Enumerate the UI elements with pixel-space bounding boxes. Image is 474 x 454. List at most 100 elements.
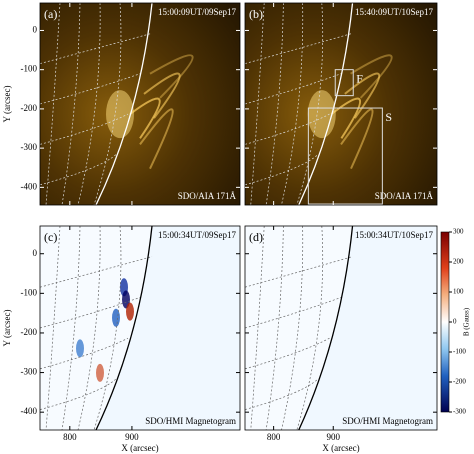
lon-grid (45, 3, 61, 205)
y-tick-label: 0 (33, 25, 38, 35)
instrument: SDO/AIA 171Å (375, 191, 434, 201)
y-tick-label: -100 (21, 287, 38, 297)
instrument: SDO/HMI Magnetogram (342, 416, 433, 426)
lat-grid (40, 378, 117, 410)
off-disk (96, 226, 240, 430)
y-tick-label: -400 (21, 181, 38, 191)
polarity (76, 339, 84, 358)
y-tick-label: -100 (21, 64, 38, 74)
panel-label: (c) (44, 230, 57, 244)
limb (95, 226, 153, 430)
panel-frame (39, 2, 241, 206)
loop (340, 108, 374, 170)
lat-grid (40, 32, 153, 64)
loop (344, 72, 381, 119)
x-tick-label: 900 (125, 432, 139, 442)
roi-box (307, 107, 383, 205)
panel (40, 226, 240, 430)
lat-grid (40, 256, 153, 288)
y-tick-label: -300 (21, 367, 38, 377)
panel-bg (245, 3, 437, 205)
y-tick-label: -200 (21, 327, 38, 337)
x-axis-label: X (arcsec) (121, 443, 158, 453)
lat-grid (40, 154, 117, 186)
x-tick-label: 800 (267, 432, 281, 442)
x-axis-label: X (arcsec) (322, 443, 359, 453)
y-axis-label: Y (arcsec) (2, 310, 12, 347)
off-limb (245, 3, 437, 205)
colorbar-tick-label: 0 (453, 318, 457, 326)
lon-grid (93, 3, 122, 205)
timestamp: 15:00:34UT/10Sep17 (355, 230, 433, 240)
panel-bg (40, 3, 240, 205)
timestamp: 15:00:09UT/09Sep17 (158, 7, 236, 17)
lat-grid (40, 297, 141, 329)
lon-grid (61, 3, 81, 205)
lat-grid (245, 32, 353, 64)
limb (298, 226, 354, 430)
roi-label: S (385, 110, 392, 124)
colorbar-tick-label: 300 (453, 228, 464, 236)
panel-frame (244, 2, 438, 206)
y-tick-label: 0 (33, 248, 38, 258)
y-tick-label: -300 (21, 142, 38, 152)
panel (40, 3, 240, 205)
timestamp: 15:00:34UT/09Sep17 (158, 230, 236, 240)
lon-grid (265, 3, 284, 205)
off-limb (40, 3, 240, 205)
lat-grid (245, 113, 330, 145)
lon-grid (45, 226, 61, 430)
polarity (126, 302, 134, 321)
lon-grid (281, 226, 304, 430)
panel-frame (39, 225, 241, 431)
instrument: SDO/AIA 171Å (178, 191, 237, 201)
polarity (112, 308, 120, 327)
polarity (96, 363, 104, 382)
limb (95, 3, 153, 205)
loop (143, 72, 181, 119)
colorbar-tick-label: 200 (453, 258, 464, 266)
lat-grid (40, 73, 141, 105)
lon-grid (281, 3, 304, 205)
colorbar-tick-label: -100 (453, 348, 466, 356)
lat-grid (245, 297, 342, 329)
active-region (106, 90, 134, 139)
lat-grid (245, 256, 353, 288)
loop (330, 97, 362, 139)
panel-label: (a) (44, 7, 57, 21)
colorbar (440, 231, 450, 413)
loop (149, 54, 194, 99)
lat-grid (245, 378, 319, 410)
lat-grid (245, 154, 319, 186)
y-tick-label: -400 (21, 406, 38, 416)
panel (245, 226, 437, 430)
x-tick-label: 900 (326, 432, 340, 442)
timestamp: 15:40:09UT/10Sep17 (355, 7, 433, 17)
y-tick-label: -200 (21, 103, 38, 113)
lon-grid (61, 226, 81, 430)
lon-grid (250, 226, 265, 430)
lon-grid (77, 226, 101, 430)
roi-box (334, 69, 354, 97)
lon-grid (296, 3, 324, 205)
x-tick-label: 800 (63, 432, 77, 442)
panel-frame (244, 225, 438, 431)
loop (139, 108, 174, 170)
colorbar-label: B (Gauss) (463, 307, 471, 336)
panel-label: (d) (249, 230, 263, 244)
lon-grid (93, 226, 122, 430)
y-axis-label: Y (arcsec) (2, 86, 12, 123)
colorbar-tick-label: -300 (453, 408, 466, 416)
loop (350, 54, 393, 99)
colorbar-tick-label: 100 (453, 288, 464, 296)
roi-label: F (356, 71, 363, 85)
off-disk (298, 226, 437, 430)
lon-grid (265, 226, 284, 430)
lat-grid (245, 337, 330, 370)
lon-grid (296, 226, 324, 430)
lon-grid (77, 3, 101, 205)
loop (129, 97, 161, 139)
panel (245, 3, 437, 205)
instrument: SDO/HMI Magnetogram (145, 416, 236, 426)
